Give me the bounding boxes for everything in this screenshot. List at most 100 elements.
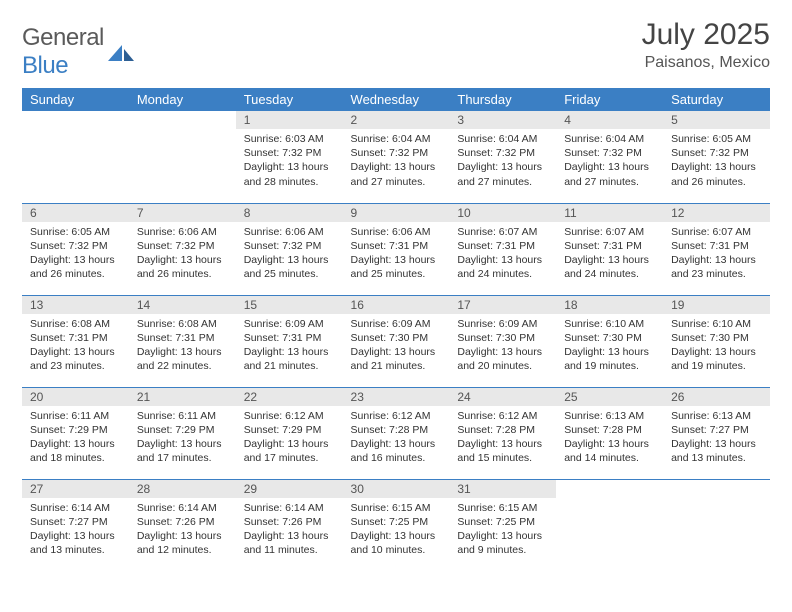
day-number: 27 (22, 480, 129, 498)
day-number: 25 (556, 388, 663, 406)
day-cell: 15Sunrise: 6:09 AMSunset: 7:31 PMDayligh… (236, 295, 343, 387)
weekday-row: SundayMondayTuesdayWednesdayThursdayFrid… (22, 88, 770, 111)
day-details: Sunrise: 6:04 AMSunset: 7:32 PMDaylight:… (556, 129, 663, 192)
day-details: Sunrise: 6:07 AMSunset: 7:31 PMDaylight:… (556, 222, 663, 285)
day-details: Sunrise: 6:06 AMSunset: 7:31 PMDaylight:… (343, 222, 450, 285)
day-details: Sunrise: 6:09 AMSunset: 7:30 PMDaylight:… (449, 314, 556, 377)
day-details: Sunrise: 6:14 AMSunset: 7:27 PMDaylight:… (22, 498, 129, 561)
day-number: 21 (129, 388, 236, 406)
calendar-row: 13Sunrise: 6:08 AMSunset: 7:31 PMDayligh… (22, 295, 770, 387)
day-cell: 7Sunrise: 6:06 AMSunset: 7:32 PMDaylight… (129, 203, 236, 295)
weekday-header: Friday (556, 88, 663, 111)
brand-word-2: Blue (22, 52, 68, 79)
day-cell: 20Sunrise: 6:11 AMSunset: 7:29 PMDayligh… (22, 387, 129, 479)
day-cell: 14Sunrise: 6:08 AMSunset: 7:31 PMDayligh… (129, 295, 236, 387)
day-details: Sunrise: 6:10 AMSunset: 7:30 PMDaylight:… (663, 314, 770, 377)
day-details: Sunrise: 6:08 AMSunset: 7:31 PMDaylight:… (129, 314, 236, 377)
day-cell: 5Sunrise: 6:05 AMSunset: 7:32 PMDaylight… (663, 111, 770, 203)
day-details: Sunrise: 6:12 AMSunset: 7:28 PMDaylight:… (449, 406, 556, 469)
day-number: 24 (449, 388, 556, 406)
location-label: Paisanos, Mexico (642, 54, 770, 72)
title-block: July 2025 Paisanos, Mexico (642, 18, 770, 72)
day-details: Sunrise: 6:06 AMSunset: 7:32 PMDaylight:… (129, 222, 236, 285)
weekday-header: Saturday (663, 88, 770, 111)
day-details: Sunrise: 6:07 AMSunset: 7:31 PMDaylight:… (449, 222, 556, 285)
day-cell: 28Sunrise: 6:14 AMSunset: 7:26 PMDayligh… (129, 479, 236, 571)
day-cell: 30Sunrise: 6:15 AMSunset: 7:25 PMDayligh… (343, 479, 450, 571)
weekday-header: Sunday (22, 88, 129, 111)
day-details: Sunrise: 6:08 AMSunset: 7:31 PMDaylight:… (22, 314, 129, 377)
day-number: 1 (236, 111, 343, 129)
day-number: 18 (556, 296, 663, 314)
day-cell: 3Sunrise: 6:04 AMSunset: 7:32 PMDaylight… (449, 111, 556, 203)
calendar-row: ..1Sunrise: 6:03 AMSunset: 7:32 PMDaylig… (22, 111, 770, 203)
day-cell: 25Sunrise: 6:13 AMSunset: 7:28 PMDayligh… (556, 387, 663, 479)
day-details: Sunrise: 6:05 AMSunset: 7:32 PMDaylight:… (22, 222, 129, 285)
brand-logo: General Blue (22, 24, 134, 80)
day-details: Sunrise: 6:15 AMSunset: 7:25 PMDaylight:… (449, 498, 556, 561)
page-header: General Blue July 2025 Paisanos, Mexico (22, 18, 770, 80)
day-cell: 16Sunrise: 6:09 AMSunset: 7:30 PMDayligh… (343, 295, 450, 387)
brand-word-1: General (22, 24, 104, 51)
weekday-header: Monday (129, 88, 236, 111)
day-number: 20 (22, 388, 129, 406)
day-number: 11 (556, 204, 663, 222)
calendar-row: 27Sunrise: 6:14 AMSunset: 7:27 PMDayligh… (22, 479, 770, 571)
day-number: 16 (343, 296, 450, 314)
day-details: Sunrise: 6:03 AMSunset: 7:32 PMDaylight:… (236, 129, 343, 192)
day-cell: 26Sunrise: 6:13 AMSunset: 7:27 PMDayligh… (663, 387, 770, 479)
day-details: Sunrise: 6:09 AMSunset: 7:31 PMDaylight:… (236, 314, 343, 377)
calendar-row: 20Sunrise: 6:11 AMSunset: 7:29 PMDayligh… (22, 387, 770, 479)
day-cell: 21Sunrise: 6:11 AMSunset: 7:29 PMDayligh… (129, 387, 236, 479)
day-number: 13 (22, 296, 129, 314)
day-details: Sunrise: 6:14 AMSunset: 7:26 PMDaylight:… (236, 498, 343, 561)
calendar-head: SundayMondayTuesdayWednesdayThursdayFrid… (22, 88, 770, 111)
month-title: July 2025 (642, 18, 770, 52)
day-cell: 12Sunrise: 6:07 AMSunset: 7:31 PMDayligh… (663, 203, 770, 295)
day-number: 19 (663, 296, 770, 314)
weekday-header: Thursday (449, 88, 556, 111)
day-details: Sunrise: 6:10 AMSunset: 7:30 PMDaylight:… (556, 314, 663, 377)
day-cell: 8Sunrise: 6:06 AMSunset: 7:32 PMDaylight… (236, 203, 343, 295)
empty-cell: . (556, 479, 663, 571)
calendar-table: SundayMondayTuesdayWednesdayThursdayFrid… (22, 88, 770, 571)
day-cell: 22Sunrise: 6:12 AMSunset: 7:29 PMDayligh… (236, 387, 343, 479)
day-details: Sunrise: 6:13 AMSunset: 7:27 PMDaylight:… (663, 406, 770, 469)
day-number: 22 (236, 388, 343, 406)
day-details: Sunrise: 6:09 AMSunset: 7:30 PMDaylight:… (343, 314, 450, 377)
day-number: 31 (449, 480, 556, 498)
day-number: 12 (663, 204, 770, 222)
day-details: Sunrise: 6:05 AMSunset: 7:32 PMDaylight:… (663, 129, 770, 192)
day-number: 8 (236, 204, 343, 222)
day-details: Sunrise: 6:11 AMSunset: 7:29 PMDaylight:… (22, 406, 129, 469)
day-details: Sunrise: 6:15 AMSunset: 7:25 PMDaylight:… (343, 498, 450, 561)
day-number: 14 (129, 296, 236, 314)
day-number: 4 (556, 111, 663, 129)
day-details: Sunrise: 6:12 AMSunset: 7:28 PMDaylight:… (343, 406, 450, 469)
day-number: 9 (343, 204, 450, 222)
day-number: 5 (663, 111, 770, 129)
brand-text: General Blue (22, 24, 104, 80)
day-cell: 24Sunrise: 6:12 AMSunset: 7:28 PMDayligh… (449, 387, 556, 479)
weekday-header: Wednesday (343, 88, 450, 111)
day-details: Sunrise: 6:04 AMSunset: 7:32 PMDaylight:… (343, 129, 450, 192)
day-details: Sunrise: 6:04 AMSunset: 7:32 PMDaylight:… (449, 129, 556, 192)
day-details: Sunrise: 6:06 AMSunset: 7:32 PMDaylight:… (236, 222, 343, 285)
day-cell: 10Sunrise: 6:07 AMSunset: 7:31 PMDayligh… (449, 203, 556, 295)
day-cell: 19Sunrise: 6:10 AMSunset: 7:30 PMDayligh… (663, 295, 770, 387)
day-cell: 27Sunrise: 6:14 AMSunset: 7:27 PMDayligh… (22, 479, 129, 571)
sail-icon (108, 43, 134, 61)
day-cell: 23Sunrise: 6:12 AMSunset: 7:28 PMDayligh… (343, 387, 450, 479)
day-cell: 17Sunrise: 6:09 AMSunset: 7:30 PMDayligh… (449, 295, 556, 387)
day-number: 7 (129, 204, 236, 222)
day-number: 23 (343, 388, 450, 406)
weekday-header: Tuesday (236, 88, 343, 111)
day-number: 6 (22, 204, 129, 222)
day-details: Sunrise: 6:12 AMSunset: 7:29 PMDaylight:… (236, 406, 343, 469)
calendar-body: ..1Sunrise: 6:03 AMSunset: 7:32 PMDaylig… (22, 111, 770, 571)
day-number: 15 (236, 296, 343, 314)
day-number: 30 (343, 480, 450, 498)
day-cell: 1Sunrise: 6:03 AMSunset: 7:32 PMDaylight… (236, 111, 343, 203)
day-cell: 6Sunrise: 6:05 AMSunset: 7:32 PMDaylight… (22, 203, 129, 295)
day-cell: 18Sunrise: 6:10 AMSunset: 7:30 PMDayligh… (556, 295, 663, 387)
